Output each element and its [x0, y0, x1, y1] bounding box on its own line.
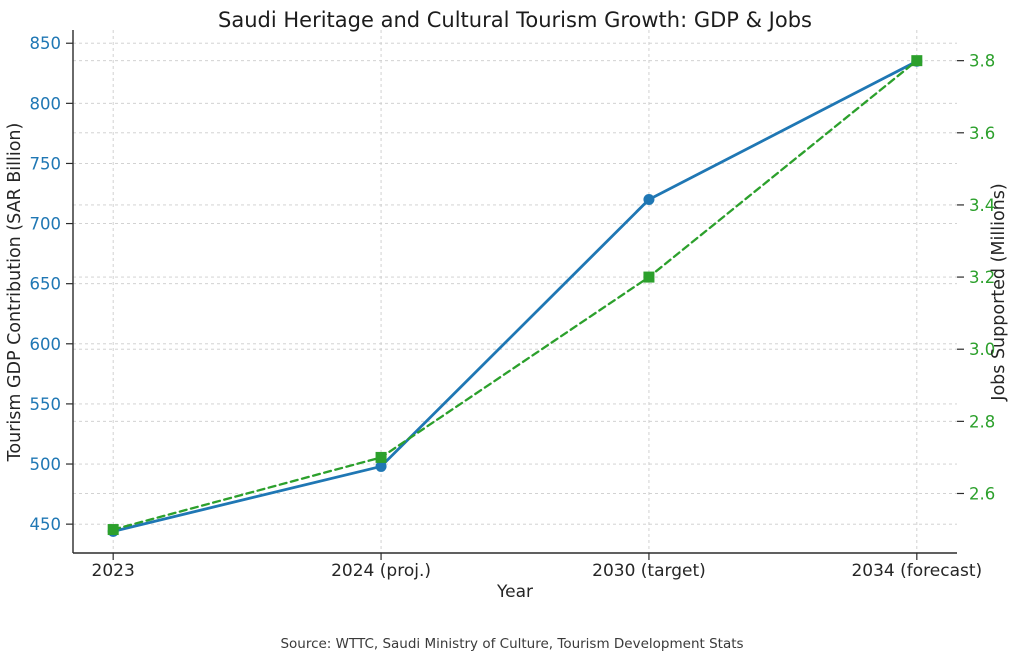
- right-tick-label: 3.4: [969, 196, 995, 215]
- jobs-data-point: [643, 271, 655, 283]
- axes-layer: 450 500 550 600 650 700 750 800 850 2.6 2.8 3.0 3.2 3…: [30, 30, 995, 581]
- left-tick-label: 800: [30, 94, 62, 113]
- left-tick-label: 650: [30, 275, 62, 294]
- right-tick-label: 3.8: [969, 52, 995, 71]
- jobs-data-point: [375, 451, 387, 463]
- left-tick-label: 450: [30, 515, 62, 534]
- jobs-data-point: [911, 55, 923, 67]
- left-tick-label: 850: [30, 34, 62, 53]
- right-tick-label: 3.0: [969, 340, 995, 359]
- left-axis-title: Tourism GDP Contribution (SAR Billion): [5, 123, 25, 463]
- left-tick-label: 600: [30, 335, 62, 354]
- source-note: Source: WTTC, Saudi Ministry of Culture,…: [280, 636, 743, 652]
- x-axis-title: Year: [496, 582, 533, 602]
- x-tick-label: 2030 (target): [592, 561, 706, 581]
- x-tick-label: 2024 (proj.): [331, 561, 431, 581]
- gdp-line: [111, 59, 919, 533]
- right-tick-label: 2.6: [969, 484, 995, 503]
- chart-title: Saudi Heritage and Cultural Tourism Grow…: [218, 8, 812, 32]
- gdp-data-point: [643, 194, 655, 206]
- gdp-data-point: [375, 460, 387, 472]
- left-tick-label: 700: [30, 215, 62, 234]
- right-axis-title: Jobs Supported (Millions): [989, 183, 1009, 401]
- left-tick-label: 500: [30, 455, 62, 474]
- left-tick-label: 550: [30, 395, 62, 414]
- jobs-data-point: [107, 524, 119, 536]
- x-tick-label: 2034 (forecast): [851, 561, 982, 581]
- x-tick-label: 2023: [92, 561, 135, 581]
- jobs-line: [112, 59, 918, 531]
- right-tick-label: 2.8: [969, 412, 995, 431]
- series-layer: [107, 55, 923, 537]
- right-tick-label: 3.6: [969, 124, 995, 143]
- left-tick-label: 750: [30, 154, 62, 173]
- right-tick-label: 3.2: [969, 268, 995, 287]
